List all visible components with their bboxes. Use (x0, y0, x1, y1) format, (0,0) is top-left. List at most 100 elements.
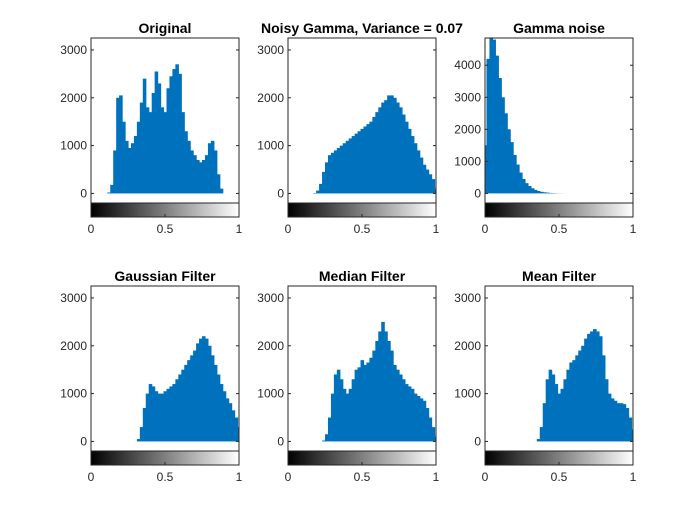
histogram-bar (136, 439, 141, 442)
histogram-bar (560, 388, 565, 442)
y-tick-label: 3000 (60, 43, 87, 57)
histogram-panel: 0 1000 2000 3000 4000 0 0.5 1 Gamma noise (454, 20, 636, 236)
histogram-bar (372, 350, 376, 442)
histogram-bar (322, 171, 326, 194)
histogram-bar (401, 379, 406, 442)
histogram-bar (348, 138, 353, 194)
subplot-title: Gaussian Filter (114, 268, 216, 284)
y-tick-label: 2000 (454, 122, 481, 136)
histogram-bar (163, 112, 168, 194)
histogram-bar (393, 364, 397, 442)
histogram-bar (228, 403, 233, 442)
histogram-bar (187, 140, 191, 194)
histogram-bar (325, 434, 329, 442)
histogram-bar (154, 71, 159, 194)
histogram-bar (110, 184, 114, 194)
histogram-bar (345, 393, 350, 442)
histogram-bar (363, 126, 368, 194)
x-tick-label: 0.5 (551, 470, 568, 484)
histogram-bar (542, 403, 547, 442)
histogram-bar (357, 131, 362, 194)
histogram-bar (190, 150, 194, 194)
histogram-bar (148, 384, 153, 442)
histogram-bar (354, 369, 359, 442)
histogram-bar (184, 131, 188, 194)
y-tick-label: 1000 (257, 139, 284, 153)
histogram-bar (345, 140, 350, 194)
histogram-bar (507, 129, 511, 194)
histogram-bar (434, 436, 436, 442)
histogram-bar (145, 107, 150, 194)
histogram-bar (530, 188, 535, 194)
histogram-bar (333, 374, 338, 442)
histogram-bar (225, 398, 230, 442)
histogram-bar (148, 112, 153, 194)
histogram-bar (489, 38, 493, 194)
histogram-bar (354, 133, 359, 194)
histogram-bar (181, 112, 185, 194)
y-tick-label: 2000 (60, 91, 87, 105)
histogram-bar (222, 391, 227, 442)
histogram-bar (501, 97, 505, 194)
histogram-bar (169, 76, 173, 194)
y-tick-label: 3000 (257, 291, 284, 305)
histogram-bar (204, 155, 209, 194)
histogram-bar (145, 393, 150, 442)
histogram-bar (163, 391, 168, 442)
histogram-bar (607, 393, 612, 442)
histogram-bar (545, 192, 550, 194)
histogram-bar (575, 355, 579, 442)
x-tick-label: 1 (236, 222, 243, 236)
histogram-bar (157, 393, 162, 442)
histogram-bar (572, 360, 576, 442)
histogram-bar (587, 333, 591, 442)
histogram-bar (231, 410, 236, 442)
histogram-bars (313, 95, 436, 194)
histogram-bar (202, 336, 206, 442)
histogram-bar (485, 145, 488, 194)
subplot-title: Mean Filter (522, 268, 596, 284)
histogram-bar (216, 174, 221, 194)
histogram-bar (422, 164, 427, 194)
histogram-bars (536, 329, 633, 442)
histogram-bar (539, 427, 544, 442)
x-tick-label: 0 (88, 470, 95, 484)
histogram-bar (598, 336, 603, 442)
x-tick-label: 0 (285, 470, 292, 484)
histogram-bar (486, 58, 491, 194)
y-tick-label: 3000 (454, 90, 481, 104)
histogram-bar (204, 338, 209, 442)
histogram-bar (422, 400, 427, 442)
histogram-bar (190, 355, 194, 442)
histogram-bar (360, 360, 365, 442)
y-tick-label: 0 (80, 186, 87, 200)
histogram-bar (207, 143, 212, 194)
y-tick-label: 1000 (454, 154, 481, 168)
y-tick-label: 2000 (257, 91, 284, 105)
histogram-bar (327, 155, 332, 194)
x-tick-label: 0 (482, 222, 489, 236)
histogram-bar (425, 407, 430, 442)
histogram-bar (628, 417, 633, 442)
histogram-bar (387, 95, 391, 194)
histogram-bar (419, 157, 424, 194)
x-tick-label: 1 (433, 222, 440, 236)
histogram-bar (175, 379, 179, 442)
histogram-bar (219, 188, 224, 194)
histogram-bar (584, 338, 588, 442)
histogram-bar (360, 128, 365, 194)
histogram-bar (342, 143, 347, 194)
histogram-bar (336, 369, 341, 442)
histogram-bar (554, 384, 559, 442)
histogram-bar (327, 417, 332, 442)
histogram-bar (351, 379, 356, 442)
histogram-bar (539, 191, 544, 194)
histogram-bar (378, 107, 382, 194)
histogram-bar (122, 121, 126, 194)
histogram-bar (407, 386, 412, 442)
histogram-bar (578, 350, 582, 442)
histogram-bar (210, 140, 215, 194)
x-tick-label: 1 (236, 470, 243, 484)
